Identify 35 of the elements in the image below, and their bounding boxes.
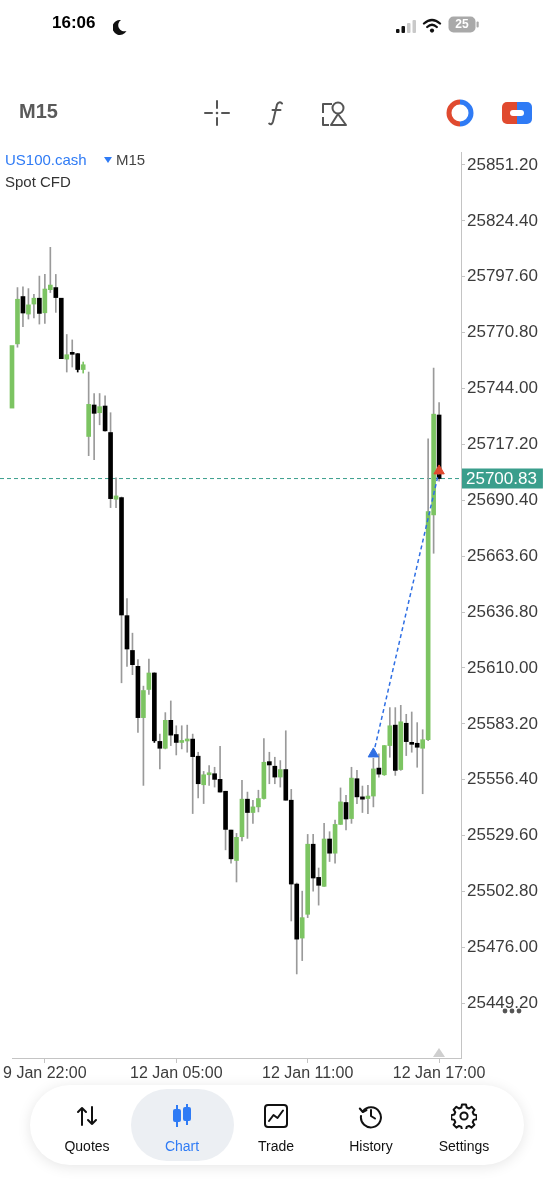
y-tick-label: 25556.40 xyxy=(467,769,538,789)
ref-line-label: 25700.83 xyxy=(466,469,537,489)
y-tick-label: 25636.80 xyxy=(467,601,538,621)
y-tick-label: 25797.60 xyxy=(467,266,538,286)
x-tick-label: 12 Jan 11:00 xyxy=(262,1064,354,1082)
chart-title: US100.cash xyxy=(5,151,87,169)
text: Trade xyxy=(257,1138,295,1155)
text: 16:06 xyxy=(52,13,96,33)
y-tick-label: 25583.20 xyxy=(467,713,538,733)
text: Spot CFD xyxy=(5,173,71,191)
y-tick-label: 25717.20 xyxy=(467,434,538,454)
text: Settings xyxy=(438,1138,490,1155)
battery-icon: 25 xyxy=(448,16,479,33)
y-tick-label: 25449.20 xyxy=(467,993,538,1013)
annotation: M15 xyxy=(116,151,146,169)
candlestick xyxy=(64,334,70,373)
text: Chart xyxy=(164,1138,200,1155)
text: History xyxy=(349,1138,393,1155)
x-tick-label: 9 Jan 22:00 xyxy=(3,1064,87,1082)
text: M15 xyxy=(19,100,58,123)
candlestick xyxy=(58,297,64,360)
y-tick-label: 25529.60 xyxy=(467,825,538,845)
y-tick-label: 25824.40 xyxy=(467,210,538,230)
candlestick xyxy=(157,733,163,770)
y-tick-label: 25690.40 xyxy=(467,489,538,509)
y-tick-label: 25770.80 xyxy=(467,322,538,342)
y-tick-label: 25851.20 xyxy=(467,154,538,174)
x-tick-label: 12 Jan 17:00 xyxy=(392,1064,486,1082)
y-tick-label: 25502.80 xyxy=(467,881,538,901)
y-tick-label: 25476.00 xyxy=(467,937,538,957)
y-tick-label: 25610.00 xyxy=(467,657,538,677)
y-tick-label: 25744.00 xyxy=(467,378,538,398)
y-tick-label: 25663.60 xyxy=(467,545,538,565)
x-tick-label: 12 Jan 05:00 xyxy=(130,1064,223,1082)
text: Quotes xyxy=(64,1138,110,1155)
